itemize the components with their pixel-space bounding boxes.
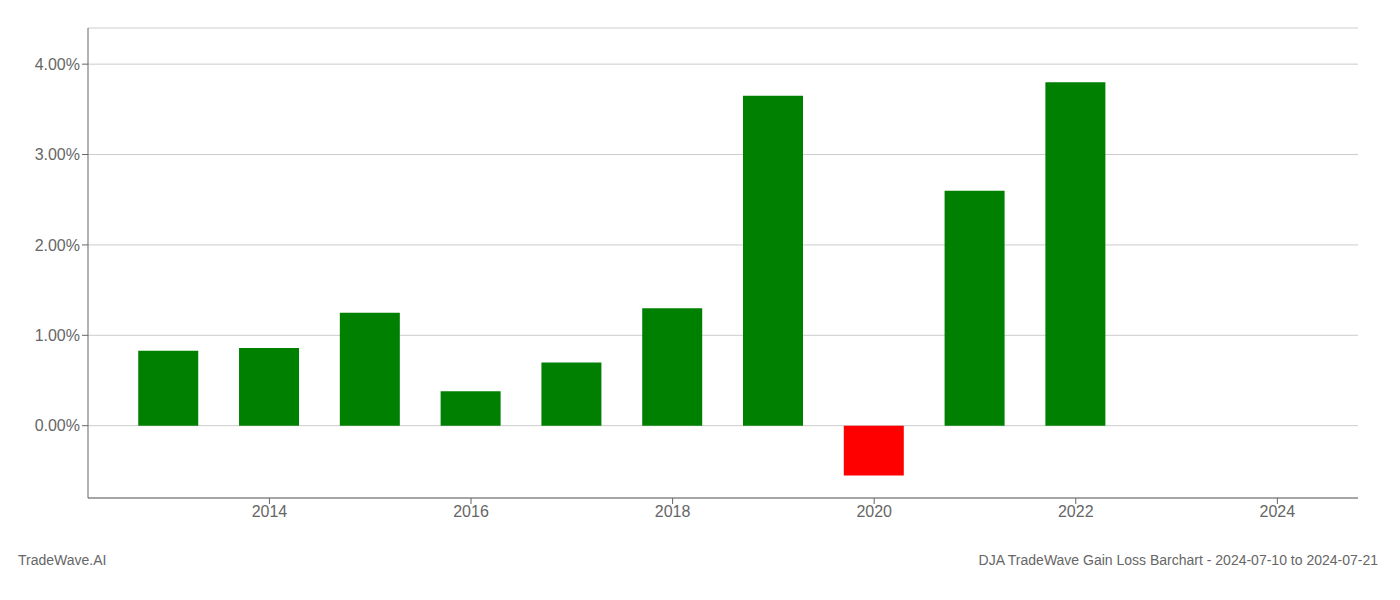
svg-text:2.00%: 2.00%	[35, 237, 80, 254]
html-text:DJA TradeWave Gain Loss Barcha: DJA TradeWave Gain Loss Barchart - 2024-…	[978, 552, 1378, 568]
svg-text:3.00%: 3.00%	[35, 146, 80, 163]
svg-text:2014: 2014	[252, 503, 288, 520]
svg-text:1.00%: 1.00%	[35, 327, 80, 344]
svg-text:2016: 2016	[453, 503, 489, 520]
svg-text:2020: 2020	[856, 503, 892, 520]
svg-text:2018: 2018	[655, 503, 691, 520]
svg-text:0.00%: 0.00%	[35, 417, 80, 434]
svg-text:2024: 2024	[1260, 503, 1296, 520]
html-text:TradeWave.AI: TradeWave.AI	[18, 552, 107, 568]
svg-text:4.00%: 4.00%	[35, 56, 80, 73]
svg-text:2022: 2022	[1058, 503, 1094, 520]
